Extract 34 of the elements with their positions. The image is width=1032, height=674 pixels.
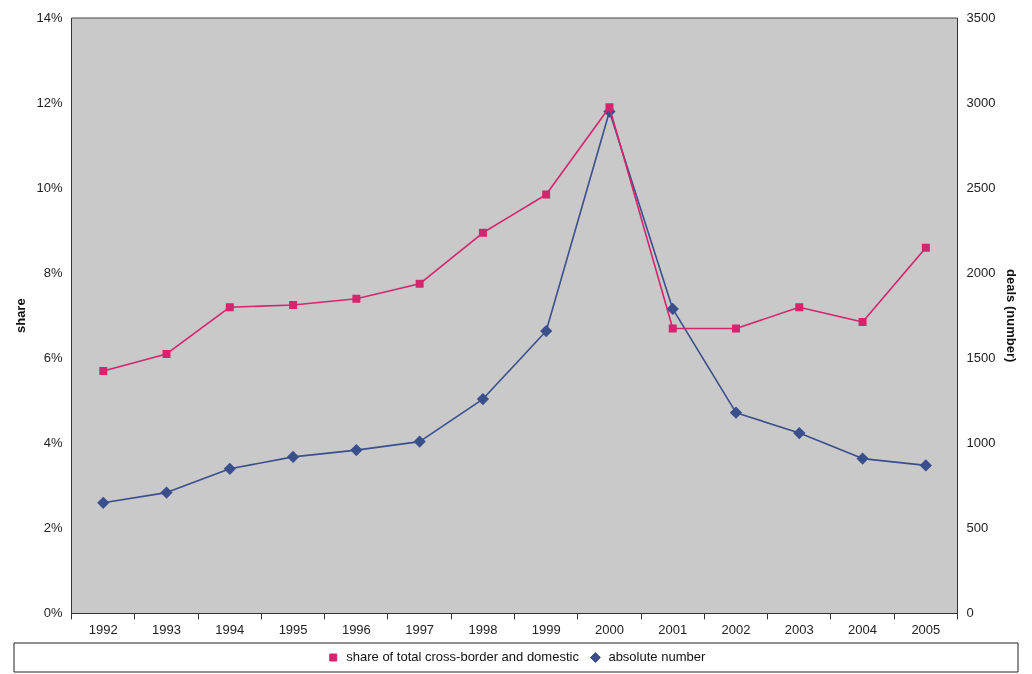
y2-axis-title: deals (number): [1003, 269, 1019, 363]
y-tick-label: 0%: [43, 604, 64, 620]
x-tick-label: 2001: [658, 621, 688, 637]
x-tick-label: 2002: [721, 621, 751, 637]
y-tick-label: 8%: [43, 264, 64, 280]
y2-tick-label: 1500: [966, 349, 996, 365]
x-tick-label: 2005: [911, 621, 941, 637]
y-axis-title: share: [13, 298, 29, 334]
x-tick-label: 1992: [88, 621, 118, 637]
y2-tick-label: 3500: [966, 9, 996, 25]
y-tick-label: 4%: [43, 434, 64, 450]
legend-label: absolute number: [608, 649, 706, 665]
x-tick-label: 1995: [278, 621, 308, 637]
y-tick-label: 14%: [36, 9, 64, 25]
x-tick-label: 1997: [405, 621, 435, 637]
y2-tick-label: 1000: [966, 434, 996, 450]
x-tick-label: 2004: [848, 621, 878, 637]
y2-tick-label: 2500: [966, 179, 996, 195]
x-tick-label: 2003: [784, 621, 814, 637]
x-tick-label: 1999: [531, 621, 561, 637]
y2-tick-label: 500: [966, 519, 989, 535]
y2-tick-label: 3000: [966, 94, 996, 110]
y2-tick-label: 2000: [966, 264, 996, 280]
y2-tick-label: 0: [966, 604, 974, 620]
x-tick-label: 2000: [595, 621, 624, 637]
y-tick-label: 6%: [43, 349, 64, 365]
x-tick-label: 1996: [341, 621, 371, 637]
x-tick-label: 1998: [468, 621, 498, 637]
y-tick-label: 12%: [36, 94, 64, 110]
x-tick-label: 1994: [215, 621, 245, 637]
x-tick-label: 1993: [152, 621, 181, 637]
y-tick-label: 2%: [43, 519, 64, 535]
legend-label: share of total cross-border and domestic: [346, 649, 580, 665]
y-tick-label: 10%: [36, 179, 64, 195]
